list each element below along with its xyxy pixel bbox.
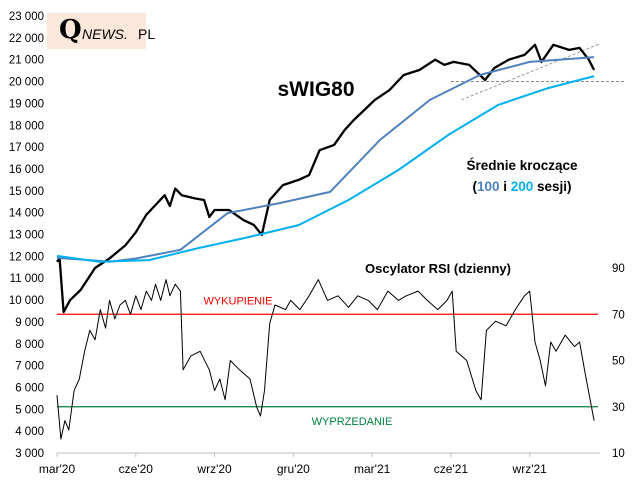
logo-pl: PL — [138, 26, 156, 42]
series-rsi — [56, 279, 595, 440]
left-tick-label: 9 000 — [15, 317, 44, 329]
legend-part: sesji) — [533, 179, 571, 194]
series-ma200 — [56, 75, 595, 263]
legend-part: 200 — [511, 179, 534, 194]
x-tick-label: mar'21 — [354, 462, 391, 476]
left-tick-label: 5 000 — [15, 404, 44, 416]
x-tick-label: wrz'21 — [512, 462, 548, 476]
left-tick-label: 6 000 — [15, 382, 44, 394]
right-tick-label: 90 — [612, 263, 625, 275]
left-tick-label: 16 000 — [9, 164, 44, 176]
left-tick-label: 3 000 — [15, 448, 44, 460]
legend-part: ( — [472, 179, 477, 194]
qnews-logo: Q NEWS. PL — [47, 13, 155, 49]
overbought-label: WYKUPIENIE — [203, 295, 272, 307]
left-tick-label: 11 000 — [10, 273, 44, 285]
left-tick-label: 21 000 — [9, 55, 44, 67]
left-tick-label: 22 000 — [9, 33, 44, 45]
left-tick-label: 19 000 — [9, 98, 44, 110]
oversold-label: WYPRZEDANIE — [312, 416, 393, 428]
right-tick-label: 10 — [612, 448, 625, 460]
left-tick-label: 10 000 — [9, 295, 44, 307]
legend-periods: (100 i 200 sesji) — [472, 179, 571, 194]
series-swig80 — [56, 43, 596, 314]
left-tick-label: 23 000 — [9, 11, 44, 23]
trend-dashed-line — [461, 43, 600, 101]
x-tick-label: cze'21 — [434, 462, 469, 476]
right-tick-label: 30 — [612, 402, 625, 414]
left-tick-label: 13 000 — [9, 230, 44, 242]
left-tick-label: 4 000 — [15, 426, 44, 438]
logo-news: NEWS. — [82, 26, 128, 42]
legend-part: i — [499, 179, 510, 194]
left-tick-label: 12 000 — [9, 251, 44, 263]
left-tick-label: 20 000 — [9, 77, 44, 89]
rsi-title: Oscylator RSI (dzienny) — [365, 261, 511, 276]
legend-part: 100 — [477, 179, 500, 194]
x-tick-label: cze'20 — [119, 462, 154, 476]
logo-q: Q — [59, 15, 82, 45]
right-tick-label: 50 — [612, 356, 625, 368]
x-tick-label: wrz'20 — [196, 462, 232, 476]
left-tick-label: 17 000 — [9, 142, 44, 154]
right-tick-label: 70 — [612, 309, 625, 321]
left-tick-label: 8 000 — [15, 339, 44, 351]
chart-title: sWIG80 — [277, 78, 354, 101]
left-tick-label: 7 000 — [15, 361, 44, 373]
left-tick-label: 14 000 — [9, 208, 44, 220]
x-tick-label: mar'20 — [39, 462, 76, 476]
x-tick-label: gru'20 — [277, 462, 310, 476]
legend-title: Średnie kroczące — [466, 158, 578, 173]
left-tick-label: 18 000 — [9, 120, 44, 132]
left-tick-label: 15 000 — [9, 186, 44, 198]
